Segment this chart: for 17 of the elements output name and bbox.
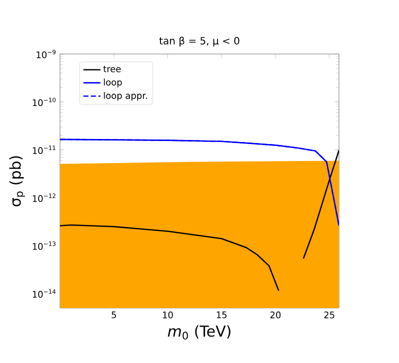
y-tick-label: 10$^{−11}$ — [32, 146, 56, 154]
x-tick-label: 25 — [324, 312, 334, 318]
legend-label: tree — [103, 66, 121, 72]
x-tick-label: 15 — [216, 312, 227, 318]
x-tick-label: 5 — [112, 312, 116, 318]
y-tick-label: 10$^{−13}$ — [32, 241, 56, 250]
chart-title: tan β = 5, μ < 0 — [159, 36, 240, 46]
legend-label: loop appr. — [104, 92, 147, 101]
y-tick-label: 10$^{−14}$ — [32, 289, 56, 298]
y-axis-title: σ$_{p}$ (pb) — [9, 156, 25, 206]
y-tick-label: 10$^{−10}$ — [32, 98, 56, 106]
y-tick-label: 10$^{−9}$ — [36, 50, 56, 58]
x-tick-label: 10 — [162, 312, 173, 318]
x-axis-title: m$_{0}$ (TeV) — [168, 325, 230, 340]
legend-label: loop — [104, 78, 122, 88]
x-tick-label: 20 — [270, 312, 281, 318]
y-tick-label: 10$^{−12}$ — [32, 194, 56, 202]
